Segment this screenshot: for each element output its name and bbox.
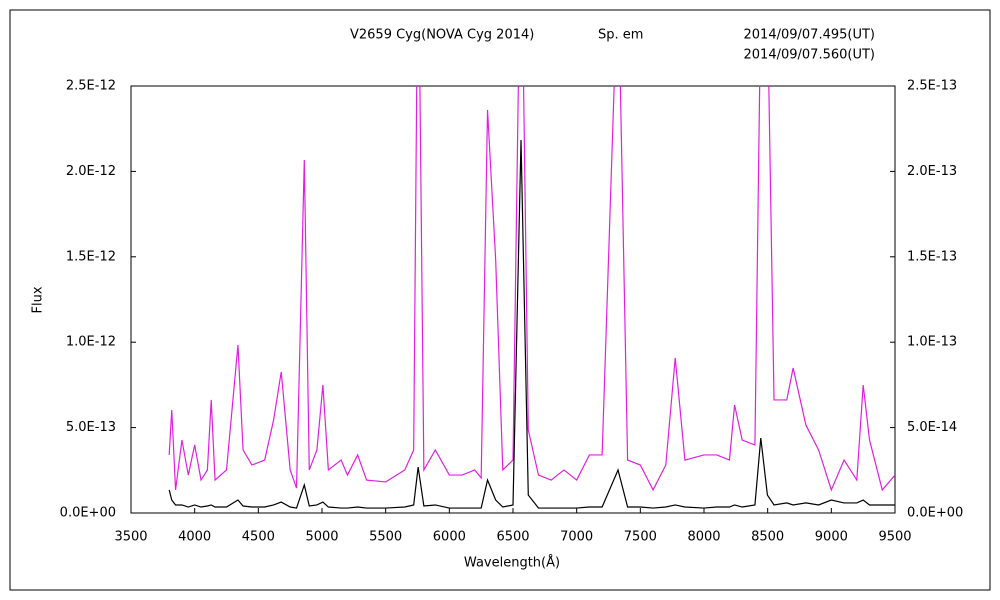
x-tick-label: 8500	[751, 530, 784, 545]
x-tick-label: 4500	[242, 530, 275, 545]
y2-tick-label: 2.0E-13	[907, 164, 957, 179]
x-tick-label: 9000	[815, 530, 848, 545]
y-tick-label: 1.5E-12	[66, 249, 116, 264]
x-tick-label: 5000	[305, 530, 338, 545]
frame	[9, 9, 991, 591]
legend-entry: 2014/09/07.560(UT)	[744, 48, 875, 63]
y2-tick-label: 0.0E+00	[907, 506, 963, 521]
x-tick-label: 6500	[496, 530, 529, 545]
spectrum-line	[168, 139, 895, 509]
y-tick-label: 2.0E-12	[66, 164, 116, 179]
chart-title: V2659 Cyg(NOVA Cyg 2014)	[350, 28, 534, 43]
y2-tick-label: 5.0E-14	[907, 420, 957, 435]
x-tick-label: 6000	[433, 530, 466, 545]
chart-subtitle: Sp. em	[598, 28, 643, 43]
y-axis-label: Flux	[31, 286, 46, 313]
y2-tick-label: 1.5E-13	[907, 249, 957, 264]
y-tick-label: 1.0E-12	[66, 335, 116, 350]
spectrum-line	[168, 86, 895, 492]
x-tick-label: 5500	[369, 530, 402, 545]
y2-tick-label: 1.0E-13	[907, 335, 957, 350]
x-tick-label: 9500	[878, 530, 911, 545]
x-axis-label: Wavelength(Å)	[464, 555, 560, 571]
y2-tick-label: 2.5E-13	[907, 79, 957, 94]
x-tick-label: 4000	[178, 530, 211, 545]
x-tick-label: 7500	[624, 530, 657, 545]
y-tick-label: 5.0E-13	[66, 420, 116, 435]
legend-entry: 2014/09/07.495(UT)	[744, 28, 875, 43]
x-tick-label: 3500	[114, 530, 147, 545]
plot-lines	[168, 86, 895, 509]
y-tick-label: 2.5E-12	[66, 79, 116, 94]
y-tick-label: 0.0E+00	[60, 506, 116, 521]
x-tick-label: 8000	[687, 530, 720, 545]
x-tick-label: 7000	[560, 530, 593, 545]
